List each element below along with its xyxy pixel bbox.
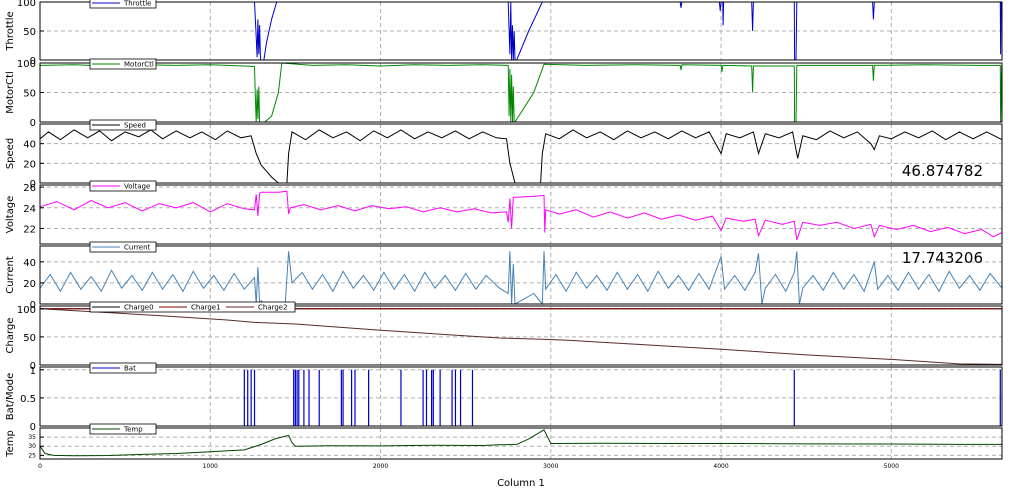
legend: Throttle: [89, 0, 157, 9]
panel-frame: [39, 366, 1003, 427]
panel-frame: [39, 1, 1003, 61]
legend-entry: Throttle: [123, 0, 151, 8]
y-tick-label: 0: [30, 179, 36, 190]
legend-box: [89, 301, 296, 313]
legend-box: [89, 241, 157, 253]
legend-box: [89, 362, 157, 374]
y-axis-label: Speed: [5, 138, 16, 169]
x-tick-label: 0: [38, 463, 42, 470]
y-tick-label: 100: [17, 0, 36, 9]
y-tick-label: 25: [28, 452, 36, 459]
y-axis-label: Throttle: [5, 11, 16, 51]
legend: Current: [89, 241, 157, 253]
panel-voltage: 22 24 26 Voltage Voltage: [5, 180, 1003, 245]
x-axis-label: Column 1: [497, 478, 545, 489]
y-tick-label: 0: [30, 118, 36, 129]
y-tick-label: 20: [23, 159, 36, 170]
series-line-throttle: [40, 1, 1002, 61]
y-tick-label: 0.5: [20, 394, 36, 405]
panel-frame: [39, 245, 1003, 305]
legend: Speed: [89, 119, 157, 131]
y-tick-label: 20: [23, 279, 36, 290]
y-tick-label: 24: [23, 204, 36, 215]
legend: Charge0 Charge1 Charge2: [89, 301, 296, 313]
y-tick-label: 50: [23, 333, 36, 344]
y-axis-label: Bat/Mode: [5, 373, 16, 421]
legend-entry: Charge2: [258, 304, 288, 312]
y-tick-label: 50: [23, 27, 36, 38]
series-line-speed: [39, 129, 1003, 184]
y-tick-label: 40: [23, 258, 36, 269]
panel-frame: [39, 184, 1003, 245]
panel-bat-mode: 0 0.5 1 Bat/Mode Bat: [5, 362, 1003, 433]
y-tick-label: 50: [23, 89, 36, 100]
legend-entry: Temp: [123, 426, 143, 434]
legend-entry: Bat: [124, 365, 136, 373]
legend-entry: Speed: [124, 122, 146, 130]
series-line-charge2: [39, 308, 1003, 365]
x-tick-label: 5000: [884, 463, 899, 470]
panel-frame: [39, 305, 1003, 366]
x-tick-label: 2000: [373, 463, 388, 470]
y-tick-label: 35: [28, 434, 36, 441]
series-line-voltage: [39, 190, 1003, 241]
value-readout: 46.874782: [902, 162, 983, 180]
y-tick-label: 0: [30, 300, 36, 311]
y-tick-label: 26: [23, 183, 36, 194]
legend-entry: Charge0: [124, 304, 154, 312]
y-axis-label: Voltage: [5, 196, 16, 234]
legend-entry: Charge1: [191, 304, 221, 312]
legend-box: [89, 0, 157, 9]
y-tick-label: 100: [17, 305, 36, 316]
y-tick-label: 0: [30, 56, 36, 67]
series-line-motorctl: [39, 62, 1003, 123]
y-axis-label: Charge: [5, 318, 16, 354]
legend-box: [89, 119, 157, 131]
legend: Voltage: [89, 180, 157, 192]
y-tick-label: 40: [23, 140, 36, 151]
legend-box: [89, 58, 157, 70]
y-tick-label: 0: [30, 422, 36, 433]
y-tick-label: 100: [17, 59, 36, 70]
legend-box: [89, 180, 157, 192]
y-tick-label: 0: [30, 361, 36, 372]
x-tick-label: 3000: [543, 463, 558, 470]
series-line-current: [39, 251, 1003, 306]
y-tick-label: 1: [30, 366, 36, 377]
y-tick-label: 22: [23, 224, 36, 235]
legend: Bat: [89, 362, 157, 374]
panel-frame: [39, 427, 1003, 460]
x-tick-label: 1000: [203, 463, 218, 470]
legend-entry: Current: [124, 244, 151, 252]
y-tick-label: 30: [28, 443, 36, 450]
legend: MotorCtl: [89, 58, 157, 70]
chart-layer: 050100ThrottleThrottle050100MotorCtlMoto…: [5, 0, 1003, 489]
legend-box: [89, 423, 157, 435]
panel-current: 0 20 40 Current Current 17.743206: [5, 241, 1003, 311]
x-tick-label: 4000: [713, 463, 728, 470]
series-line-temp: [39, 429, 1002, 457]
y-axis-label: Temp: [5, 430, 16, 458]
legend: Temp: [89, 423, 157, 435]
panel-speed: 0 20 40 Speed Speed 46.874782: [5, 119, 1003, 190]
value-readout: 17.743206: [902, 249, 983, 267]
y-axis-label: MotorCtl: [5, 71, 16, 114]
legend-entry: MotorCtl: [124, 61, 154, 69]
panel-temp: 25 30 35 Temp Temp: [5, 423, 1003, 460]
legend-entry: Voltage: [124, 183, 150, 191]
panel-frame: [39, 123, 1003, 184]
y-axis-label: Current: [5, 256, 16, 294]
